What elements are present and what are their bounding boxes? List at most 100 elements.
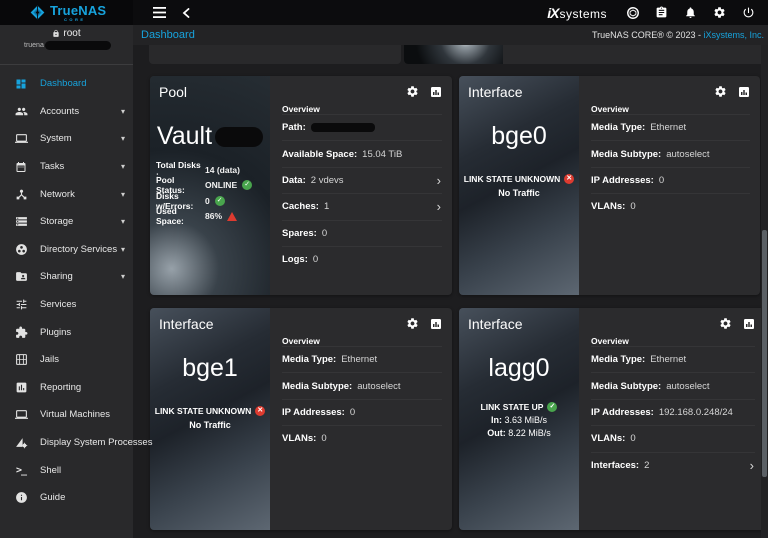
shell-icon: >_: [15, 464, 27, 476]
sidebar-item-sharing[interactable]: Sharing: [0, 263, 133, 291]
detail-row-data-vdevs[interactable]: Data: 2 vdevs: [282, 166, 442, 193]
card-chart-icon[interactable]: [430, 318, 442, 330]
sharing-icon: [14, 270, 28, 284]
truecommand-icon[interactable]: [625, 5, 640, 20]
chevron-right-icon[interactable]: [750, 459, 755, 472]
link-state: LINK STATE UP: [459, 402, 579, 412]
back-icon[interactable]: [174, 0, 198, 25]
sidebar-item-plugins[interactable]: Plugins: [0, 318, 133, 346]
tasks-calendar-icon: [14, 160, 28, 174]
overview-header: Overview: [282, 336, 320, 346]
warning-icon: [227, 211, 238, 221]
breadcrumb[interactable]: Dashboard: [141, 29, 195, 41]
detail-row-vlans: VLANs: 0: [591, 193, 750, 219]
breadcrumb-bar: Dashboard TrueNAS CORE® © 2023 - iXsyste…: [133, 25, 768, 45]
alerts-bell-icon[interactable]: [683, 5, 698, 20]
sidebar-item-accounts[interactable]: Accounts: [0, 98, 133, 126]
copyright-text: TrueNAS CORE® © 2023 - iXsystems, Inc.: [592, 30, 764, 40]
chevron-down-icon: [121, 190, 125, 199]
storage-icon: [14, 215, 28, 229]
check-circle-icon: [214, 195, 225, 206]
main-content: Pool Vault Total Disks : 14 (data) Pool …: [133, 45, 768, 538]
sidebar-item-storage[interactable]: Storage: [0, 208, 133, 236]
interface-name: bge0: [491, 122, 547, 150]
sidebar-item-virtual-machines[interactable]: Virtual Machines: [0, 401, 133, 429]
card-settings-icon[interactable]: [406, 85, 419, 98]
redacted-pool-name: [215, 126, 264, 147]
sidebar-nav: Dashboard Accounts System: [0, 65, 152, 512]
top-bar: TrueNAS CORE iX systems: [0, 0, 768, 25]
sidebar-item-network[interactable]: Network: [0, 180, 133, 208]
detail-row-ip-addresses: IP Addresses: 192.168.0.248/24: [591, 398, 755, 425]
logged-in-user: root: [63, 28, 81, 39]
disk-photo-fragment: [404, 45, 503, 64]
detail-row-logs: Logs: 0: [282, 245, 442, 272]
chevron-right-icon[interactable]: [437, 174, 442, 187]
detail-row-media-type: Media Type: Ethernet: [282, 346, 442, 372]
detail-row-interfaces[interactable]: Interfaces: 2: [591, 451, 755, 478]
scrollbar-thumb[interactable]: [762, 230, 767, 477]
card-settings-icon[interactable]: [719, 317, 732, 330]
card-chart-icon[interactable]: [743, 318, 755, 330]
interface-card-photo: Interface bge0 LINK STATE UNKNOWN No Tra…: [459, 76, 579, 295]
menu-toggle-icon[interactable]: [147, 0, 171, 25]
error-circle-icon: [255, 406, 266, 416]
jails-icon: [14, 353, 28, 367]
traffic-status: No Traffic: [498, 188, 540, 198]
dashboard-icon: [14, 77, 28, 91]
sidebar-item-display-system-processes[interactable]: Display System Processes: [0, 429, 152, 457]
sidebar-item-reporting[interactable]: Reporting: [0, 374, 133, 402]
ixsystems-link[interactable]: iXsystems, Inc.: [703, 30, 764, 40]
detail-row-caches[interactable]: Caches: 1: [282, 193, 442, 219]
pool-stat-total-disks: Total Disks : 14 (data): [156, 159, 240, 180]
chevron-down-icon: [121, 217, 125, 226]
interface-name: lagg0: [488, 354, 550, 382]
overview-header: Overview: [282, 104, 320, 114]
detail-row-media-subtype: Media Subtype: autoselect: [591, 140, 750, 166]
detail-row-media-type: Media Type: Ethernet: [591, 346, 755, 372]
card-chart-icon[interactable]: [430, 86, 442, 98]
card-settings-icon[interactable]: [714, 85, 727, 98]
pool-card-details: Overview Path: Available Space: 15.04 Ti…: [270, 76, 452, 295]
task-manager-icon[interactable]: [654, 5, 669, 20]
ixsystems-text: systems: [559, 6, 607, 21]
ixsystems-mark: iX: [547, 4, 559, 21]
pool-stat-errors: Disks w/Errors: 0: [156, 191, 270, 211]
sidebar-item-tasks[interactable]: Tasks: [0, 153, 133, 181]
sidebar-item-jails[interactable]: Jails: [0, 346, 133, 374]
settings-gear-icon[interactable]: [712, 5, 727, 20]
card-title: Interface: [159, 316, 214, 332]
check-circle-icon: [547, 402, 558, 412]
sidebar-item-guide[interactable]: Guide: [0, 484, 133, 512]
sidebar-item-directory-services[interactable]: Directory Services: [0, 236, 133, 264]
sidebar-item-services[interactable]: Services: [0, 291, 133, 319]
sidebar-item-dashboard[interactable]: Dashboard: [0, 70, 133, 98]
pool-stat-used-space: Used Space: 86%: [156, 206, 270, 226]
card-title: Interface: [468, 84, 523, 100]
interface-card-lagg0: Interface lagg0 LINK STATE UP In: 3.63 M…: [459, 308, 765, 530]
traffic-in: In: 3.63 MiB/s: [490, 415, 548, 425]
sidebar-item-shell[interactable]: >_ Shell: [15, 464, 62, 476]
chevron-right-icon[interactable]: [437, 200, 442, 213]
sidebar-item-system[interactable]: System: [0, 125, 133, 153]
power-icon[interactable]: [741, 5, 756, 20]
network-icon: [14, 187, 28, 201]
system-icon: [14, 132, 28, 146]
detail-row-vlans: VLANs: 0: [591, 425, 755, 451]
interface-card-details: Overview Media Type: Ethernet Media Subt…: [579, 76, 760, 295]
detail-row-ip-addresses: IP Addresses: 0: [591, 166, 750, 193]
interface-card-photo: Interface bge1 LINK STATE UNKNOWN No Tra…: [150, 308, 270, 530]
detail-row-media-subtype: Media Subtype: autoselect: [591, 372, 755, 398]
chevron-down-icon: [121, 162, 125, 171]
card-title: Pool: [159, 84, 188, 100]
detail-row-vlans: VLANs: 0: [282, 425, 442, 451]
pool-stats: Total Disks : 14 (data) Pool Status: ONL…: [156, 159, 270, 226]
plugins-icon: [14, 325, 28, 339]
truenas-logo[interactable]: TrueNAS CORE: [0, 0, 133, 25]
chevron-down-icon: [121, 245, 125, 254]
card-chart-icon[interactable]: [738, 86, 750, 98]
card-settings-icon[interactable]: [406, 317, 419, 330]
scrollbar-track: [761, 45, 768, 538]
traffic-out: Out: 8.22 MiB/s: [487, 428, 551, 438]
